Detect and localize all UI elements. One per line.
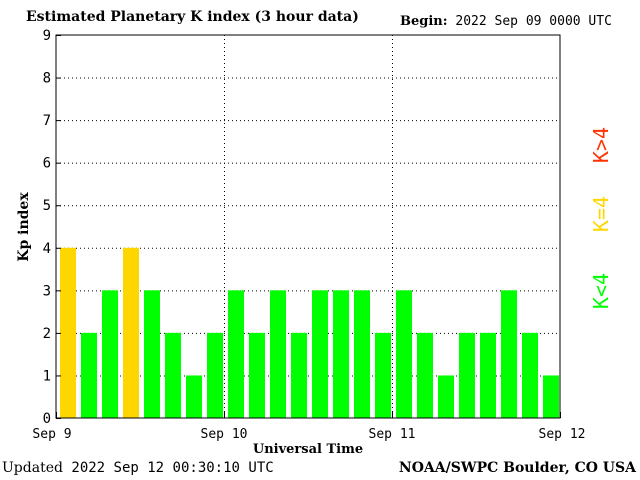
updated-label: Updated — [2, 460, 63, 476]
kp-bar — [438, 375, 454, 418]
kp-bar — [543, 375, 559, 418]
kp-bar — [123, 247, 139, 418]
kp-bar — [312, 290, 328, 418]
x-axis-label: Universal Time — [253, 442, 363, 457]
x-tick-label: Sep 12 — [539, 427, 586, 442]
kp-bar — [60, 247, 76, 418]
begin-time: Begin: 2022 Sep 09 0000 UTC — [400, 14, 612, 29]
kp-bar — [501, 290, 517, 418]
begin-value: 2022 Sep 09 0000 UTC — [455, 14, 612, 29]
kp-bar — [207, 332, 223, 418]
y-tick-label: 2 — [43, 326, 51, 342]
x-tick-label: Sep 9 — [32, 427, 71, 442]
kp-bar — [81, 332, 97, 418]
y-tick-label: 0 — [43, 411, 51, 427]
updated-time: Updated 2022 Sep 12 00:30:10 UTC — [2, 460, 274, 476]
y-tick-label: 4 — [43, 241, 51, 257]
legend: K<4 K=4 K>4 — [589, 127, 613, 309]
y-tick-label: 6 — [43, 156, 51, 172]
updated-value: 2022 Sep 12 00:30:10 UTC — [71, 460, 274, 476]
kp-bar — [144, 290, 160, 418]
y-axis-label: Kp index — [16, 192, 32, 262]
kp-bar — [459, 332, 475, 418]
y-tick-label: 8 — [43, 71, 51, 87]
begin-label: Begin: — [400, 14, 448, 29]
kp-bar — [333, 290, 349, 418]
plot-frame — [55, 34, 561, 419]
kp-bar — [270, 290, 286, 418]
kp-bar — [480, 332, 496, 418]
x-ticks: Sep 9 Sep 10 Sep 11 Sep 12 — [32, 412, 585, 442]
kp-bar — [375, 332, 391, 418]
kp-bar — [228, 290, 244, 418]
x-tick-label: Sep 11 — [369, 427, 416, 442]
y-ticks: 0 1 2 3 4 5 6 7 8 9 — [43, 28, 61, 427]
legend-label: K=4 — [589, 196, 613, 232]
y-tick-label: 9 — [43, 28, 51, 44]
kp-bar — [165, 332, 181, 418]
x-tick-label: Sep 10 — [201, 427, 248, 442]
legend-label: K<4 — [589, 273, 613, 309]
y-tick-label: 7 — [43, 113, 51, 129]
kp-bar — [522, 332, 538, 418]
kp-bar — [396, 290, 412, 418]
kp-bar — [291, 332, 307, 418]
y-tick-label: 3 — [43, 283, 51, 299]
grid-lines — [56, 35, 560, 418]
kp-bar — [354, 290, 370, 418]
chart-title: Estimated Planetary K index (3 hour data… — [26, 9, 359, 25]
kp-bar — [186, 375, 202, 418]
kp-bar — [417, 332, 433, 418]
credit-text: NOAA/SWPC Boulder, CO USA — [398, 460, 636, 476]
kp-bar — [102, 290, 118, 418]
y-tick-label: 1 — [43, 368, 51, 384]
bars — [60, 247, 559, 418]
kp-bar — [249, 332, 265, 418]
y-tick-label: 5 — [43, 198, 51, 214]
legend-label: K>4 — [589, 127, 613, 163]
